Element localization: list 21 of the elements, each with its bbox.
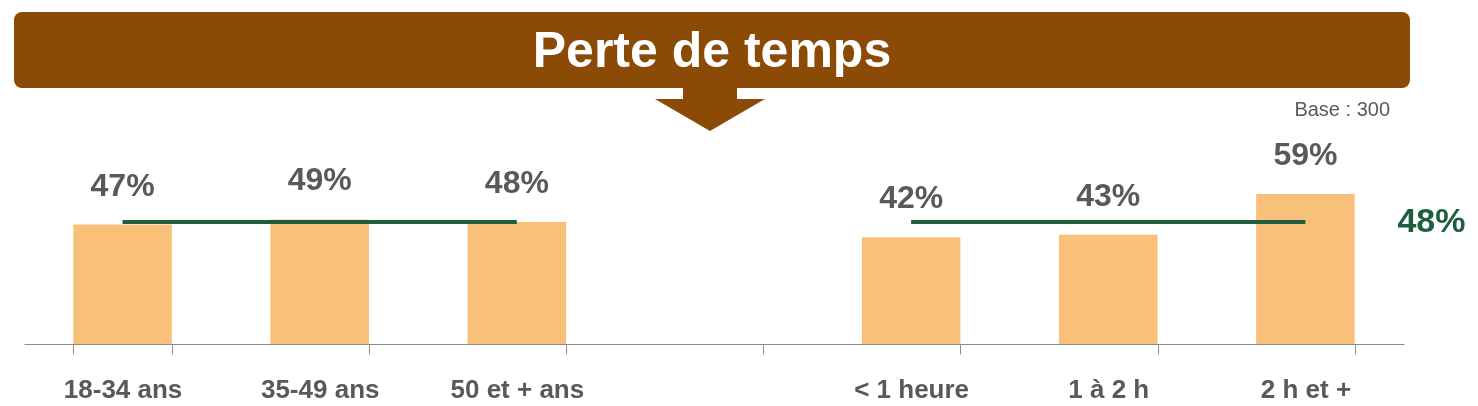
data-label: 59% [1273, 136, 1338, 172]
x-tick-label: < 1 heure [854, 373, 970, 404]
text: Base : 300 [1294, 98, 1390, 121]
bar [1256, 194, 1355, 344]
x-tick-label: 1 à 2 h [1068, 373, 1150, 404]
data-label: 43% [1076, 176, 1141, 213]
data-label: 47% [90, 166, 155, 203]
data-label: 48% [484, 163, 549, 200]
bar [467, 221, 567, 344]
x-tick-label: 2 h et + [1260, 373, 1352, 404]
x-tick-label: 50 et + ans [450, 373, 585, 404]
x-tick-label: 18-34 ans [63, 373, 183, 404]
chart-title: Perte de temps [14, 12, 1410, 88]
bar [1059, 234, 1158, 344]
bar [861, 237, 961, 344]
data-label: 42% [879, 179, 944, 216]
bar [270, 219, 369, 344]
ref-line-label: 48% [1397, 200, 1466, 239]
bar [73, 224, 172, 344]
data-label: 49% [287, 161, 352, 198]
x-tick-label: 35-49 ans [260, 373, 380, 404]
